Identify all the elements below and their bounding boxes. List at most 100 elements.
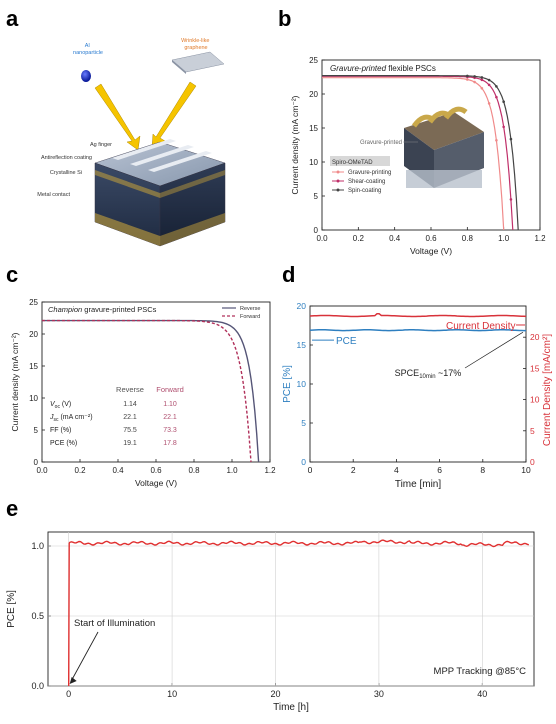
- chart-c-ylabel: Current density (mA cm⁻²): [10, 332, 20, 431]
- chart-b-title-rest: flexible PSCs: [386, 64, 436, 73]
- chart-b-legend-title-bg: [330, 156, 390, 166]
- chart-b-inset-electrodes: [411, 106, 468, 128]
- chart-b-legend-marker: [336, 188, 340, 192]
- panel-letter-d: d: [282, 262, 296, 287]
- chart-c-table-row-label-rest: (mA cm⁻²): [59, 414, 93, 421]
- chart-c-table-cell-forward: 22.1: [163, 414, 177, 421]
- chart-c-ytick-label: 25: [29, 298, 38, 307]
- chart-c-title: Champion gravure-printed PSCs: [48, 305, 157, 314]
- chart-c-table-row-label-sub: sc: [54, 417, 60, 423]
- label-al-line2: nanoparticle: [73, 50, 103, 56]
- chart-b-series-point: [480, 86, 484, 90]
- label-ag-finger: Ag finger: [90, 142, 112, 148]
- chart-d-xlabel: Time [min]: [395, 479, 442, 490]
- chart-b-jv-flexible: 0.0 0.2 0.4 0.6 0.8 1.0 1.2 0 5 10 15 20 25 Gravure-p…: [290, 56, 546, 256]
- chart-b-ytick-label: 25: [309, 56, 318, 65]
- chart-d-ytick-right-label: 0: [530, 457, 535, 467]
- chart-e-annotation-mpp: MPP Tracking @85°C: [434, 666, 527, 677]
- chart-c-ytick-label: 20: [29, 330, 38, 339]
- chart-e-ytick-label: 1.0: [31, 541, 44, 551]
- chart-e-annotation-arrow: [70, 631, 99, 683]
- label-crystalline-si: Crystalline Si: [50, 170, 82, 176]
- chart-c-table-row-label: PCE (%): [50, 440, 77, 447]
- chart-c-xtick-label: 1.2: [264, 466, 276, 475]
- chart-c-table-header-forward: Forward: [156, 385, 184, 394]
- chart-b-ytick-label: 20: [309, 90, 318, 99]
- chart-b-xtick-label: 1.0: [498, 234, 510, 243]
- chart-b-series-point: [495, 95, 498, 99]
- chart-c-table-cell-reverse: 19.1: [123, 440, 137, 447]
- chart-c-legend-label: Reverse: [240, 306, 260, 312]
- chart-b-series-point: [480, 78, 484, 82]
- chart-d-xtick-label: 2: [351, 465, 356, 475]
- silicon-cell-cube: [94, 139, 226, 247]
- chart-e-xlabel: Time [h]: [273, 702, 309, 713]
- arrow-icon-left: [94, 83, 141, 151]
- chart-d-ytick-left-label: 20: [297, 301, 307, 311]
- panel-a-schematic: Al nanoparticle Wrinkle-like graphene: [37, 38, 226, 247]
- chart-e-xtick-label: 10: [167, 689, 177, 699]
- chart-e-xtick-label: 40: [477, 689, 487, 699]
- chart-b-legend-label: Spin-coating: [348, 188, 381, 194]
- chart-c-table-header-reverse: Reverse: [116, 385, 144, 394]
- chart-c-table-row-label-rest: (V): [60, 401, 71, 408]
- chart-c-table-row-label-main: V: [50, 401, 56, 408]
- chart-b-series-point: [466, 78, 469, 81]
- chart-b-series-point: [495, 139, 498, 142]
- chart-b-series-point: [480, 76, 484, 79]
- chart-d-annotation-leader: [464, 331, 524, 369]
- chart-c-table-row-label: FF (%): [50, 427, 71, 434]
- chart-b-legend-marker: [336, 179, 340, 183]
- chart-d-ylabel-left: PCE [%]: [282, 365, 293, 403]
- al-nanoparticle-icon: [81, 70, 91, 82]
- chart-b-series-point: [487, 78, 491, 82]
- chart-d-ytick-right-label: 10: [530, 395, 540, 405]
- chart-b-series-line: [322, 77, 505, 231]
- label-al-nanoparticle: Al nanoparticle: [73, 43, 103, 56]
- chart-c-ytick-label: 15: [29, 362, 38, 371]
- chart-e-stability-hours: 0 10 20 30 40 0.0 0.5 1.0 Time [h] PCE [%] Start o…: [6, 531, 535, 713]
- chart-b-ytick-label: 0: [314, 226, 319, 235]
- chart-b-series-point: [466, 74, 469, 78]
- chart-b-legend-label: Shear-coating: [348, 179, 385, 185]
- chart-b-xtick-label: 0.0: [316, 234, 328, 243]
- panel-letter-e: e: [6, 496, 19, 521]
- chart-b-xtick-label: 0.8: [462, 234, 474, 243]
- label-antireflection: Antireflection coating: [41, 155, 92, 161]
- chart-e-xtick-label: 30: [374, 689, 384, 699]
- chart-b-series-point: [473, 75, 476, 78]
- chart-d-ytick-left-label: 0: [301, 457, 306, 467]
- chart-c-table-cell-reverse: 1.14: [123, 401, 137, 408]
- chart-b-inset-label: Gravure-printed: [360, 140, 402, 146]
- chart-b-inset-top: [404, 112, 484, 150]
- chart-c-xlabel: Voltage (V): [135, 478, 177, 488]
- chart-d-xtick-label: 10: [521, 465, 531, 475]
- chart-b-ytick-label: 5: [314, 192, 319, 201]
- chart-d-ytick-right-label: 20: [530, 332, 540, 342]
- panel-letter-c: c: [6, 262, 19, 287]
- chart-c-table-row-label-main: PCE (%): [50, 440, 77, 447]
- chart-b-xlabel: Voltage (V): [410, 246, 452, 256]
- chart-c-xtick-label: 0.2: [74, 466, 86, 475]
- arrow-icon-right: [151, 81, 197, 149]
- chart-b-legend-marker: [336, 170, 340, 174]
- chart-e-ytick-label: 0.5: [31, 611, 44, 621]
- chart-e-annotation-start: Start of Illumination: [74, 618, 155, 629]
- chart-b-title-italic: Gravure-printed: [330, 64, 387, 73]
- chart-d-label-current: Current Density: [446, 321, 515, 332]
- chart-d-annotation-main: SPCE: [395, 368, 420, 378]
- chart-d-ytick-right-label: 15: [530, 363, 540, 373]
- chart-c-title-italic: Champion: [48, 305, 82, 314]
- chart-d-ytick-left-label: 15: [297, 340, 307, 350]
- label-graphene-line1: Wrinkle-like: [181, 38, 209, 44]
- chart-b-ytick-label: 10: [309, 158, 318, 167]
- chart-c-legend-label: Forward: [240, 314, 260, 320]
- chart-e-series-line: [68, 539, 530, 687]
- chart-b-series-point: [495, 85, 498, 88]
- chart-c-ytick-label: 5: [34, 426, 39, 435]
- chart-c-table-cell-forward: 1.10: [163, 401, 177, 408]
- chart-b-legend-title: Spiro-OMeTAD: [332, 160, 373, 166]
- chart-b-inset-device: [404, 106, 484, 188]
- chart-d-xtick-label: 0: [308, 465, 313, 475]
- chart-c-xtick-label: 1.0: [226, 466, 238, 475]
